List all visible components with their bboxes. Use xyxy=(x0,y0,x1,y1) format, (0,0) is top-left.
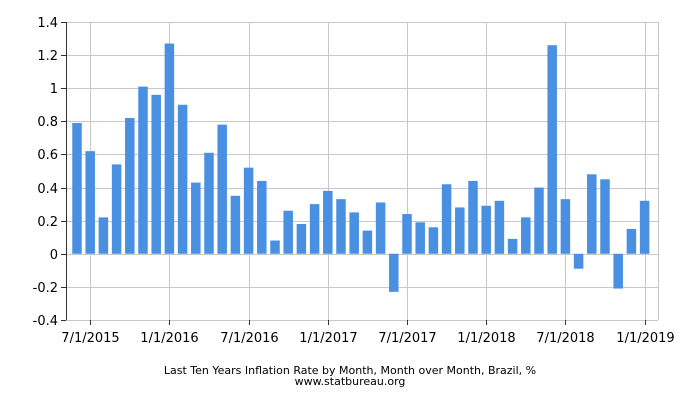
y-axis-labels: 1.4 1.2 1 0.8 0.6 0.4 0.2 0 -0.2 -0.4 xyxy=(33,16,58,329)
bar xyxy=(626,228,637,254)
bar xyxy=(151,94,161,254)
bar xyxy=(191,182,201,254)
bar xyxy=(111,164,122,254)
bar xyxy=(573,253,584,269)
x-tick-label: 7/1/2015 xyxy=(61,331,119,346)
chart-source: www.statbureau.org xyxy=(294,375,406,388)
bar xyxy=(323,190,333,254)
y-tick-label: 0 xyxy=(50,248,58,263)
x-tick-label: 7/1/2016 xyxy=(220,331,278,346)
bar xyxy=(177,104,188,254)
bar xyxy=(164,43,175,254)
bar xyxy=(534,187,544,254)
x-axis-labels: 7/1/2015 1/1/2016 7/1/2016 1/1/2017 7/1/2017… xyxy=(61,331,674,346)
bar xyxy=(468,180,478,254)
bar xyxy=(455,207,465,254)
bar xyxy=(138,86,148,254)
bar xyxy=(547,45,557,254)
bar xyxy=(270,240,280,254)
x-tick-label: 1/1/2016 xyxy=(140,331,198,346)
bar xyxy=(415,222,425,254)
bar xyxy=(230,195,241,254)
bar xyxy=(428,227,439,254)
y-tick-label: 0.6 xyxy=(37,148,58,163)
bar xyxy=(600,179,610,254)
bar xyxy=(296,223,307,254)
x-tick-label: 1/1/2017 xyxy=(299,331,357,346)
bar xyxy=(375,202,386,254)
bar xyxy=(507,238,518,254)
bar xyxy=(204,152,214,254)
bar xyxy=(98,217,109,254)
y-tick-label: 1 xyxy=(50,82,58,97)
bar xyxy=(481,205,491,254)
bar xyxy=(257,180,267,254)
chart-bars xyxy=(72,43,650,292)
bar xyxy=(349,212,359,254)
y-tick-label: 1.2 xyxy=(37,49,58,64)
bar xyxy=(309,204,320,254)
bar xyxy=(362,230,373,254)
bar xyxy=(587,174,597,254)
y-tick-label: 0.2 xyxy=(37,215,58,230)
chart-title: Last Ten Years Inflation Rate by Month, … xyxy=(163,364,537,377)
y-tick-label: 0.8 xyxy=(37,115,58,130)
x-tick-label: 7/1/2017 xyxy=(378,331,436,346)
bar xyxy=(85,151,95,254)
bar xyxy=(639,200,650,254)
bar xyxy=(243,167,254,254)
y-tick-label: -0.4 xyxy=(33,314,58,329)
bar xyxy=(283,210,293,254)
chart-axes xyxy=(61,22,646,325)
x-tick-label: 1/1/2019 xyxy=(616,331,674,346)
x-tick-label: 7/1/2018 xyxy=(536,331,594,346)
x-tick-label: 1/1/2018 xyxy=(457,331,515,346)
bar xyxy=(336,199,346,254)
bar xyxy=(613,253,623,289)
bar xyxy=(560,199,571,254)
bar xyxy=(402,214,412,254)
y-tick-label: 1.4 xyxy=(37,16,58,31)
bar xyxy=(494,200,505,254)
bar xyxy=(217,124,227,254)
bar xyxy=(521,217,531,254)
bar xyxy=(125,118,135,254)
y-tick-label: -0.2 xyxy=(33,281,58,296)
y-tick-label: 0.4 xyxy=(37,182,58,197)
bar xyxy=(72,122,82,254)
bar xyxy=(441,184,452,254)
bar xyxy=(389,253,399,292)
